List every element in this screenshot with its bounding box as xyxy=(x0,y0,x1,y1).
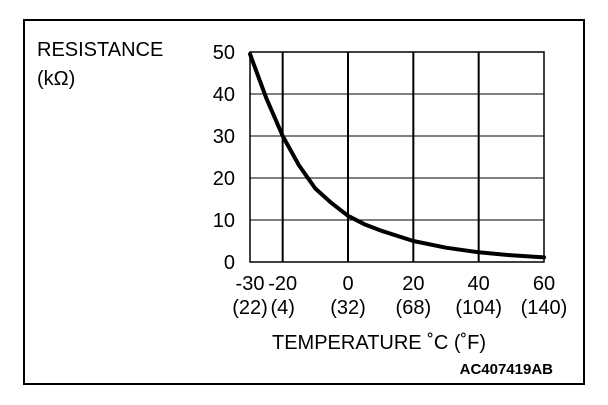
y-tick-label: 40 xyxy=(213,84,235,106)
y-tick-label: 50 xyxy=(213,42,235,64)
plot-area-frame xyxy=(249,51,545,263)
x-tick-label-fahrenheit: (4) xyxy=(270,297,294,319)
figure-frame xyxy=(23,19,585,385)
x-tick-label-celsius: -20 xyxy=(268,273,297,295)
x-tick-label-celsius: 60 xyxy=(533,273,555,295)
y-axis-label-line2: (kΩ) xyxy=(37,68,75,90)
x-tick-label-fahrenheit: (68) xyxy=(396,297,432,319)
x-tick-label-celsius: 40 xyxy=(468,273,490,295)
x-axis-ticks: -30(22)-20(4) 0(32) 20(68) 40(104) 60(140) xyxy=(232,273,567,319)
resistance-curve xyxy=(248,52,546,260)
y-tick-label: 30 xyxy=(213,126,235,148)
x-tick-label-fahrenheit: (22) xyxy=(232,297,268,319)
x-tick-label-fahrenheit: (104) xyxy=(455,297,502,319)
x-tick-label-celsius: -30 xyxy=(236,273,265,295)
x-tick-label-celsius: 0 xyxy=(342,273,353,295)
y-tick-label: 10 xyxy=(213,210,235,232)
figure-id: AC407419AB xyxy=(460,361,554,378)
y-axis-label-line1: RESISTANCE xyxy=(37,39,163,61)
x-axis-label: TEMPERATURE ˚C (˚F) xyxy=(272,332,486,354)
series-layer xyxy=(248,52,546,260)
x-tick-label-celsius: 20 xyxy=(402,273,424,295)
x-tick-label-fahrenheit: (32) xyxy=(330,297,366,319)
grid-lines xyxy=(250,52,544,262)
x-tick-label-fahrenheit: (140) xyxy=(521,297,568,319)
y-axis-ticks: 0 10 20 30 40 50 xyxy=(213,42,235,274)
y-tick-label: 20 xyxy=(213,168,235,190)
y-tick-label: 0 xyxy=(224,252,235,274)
